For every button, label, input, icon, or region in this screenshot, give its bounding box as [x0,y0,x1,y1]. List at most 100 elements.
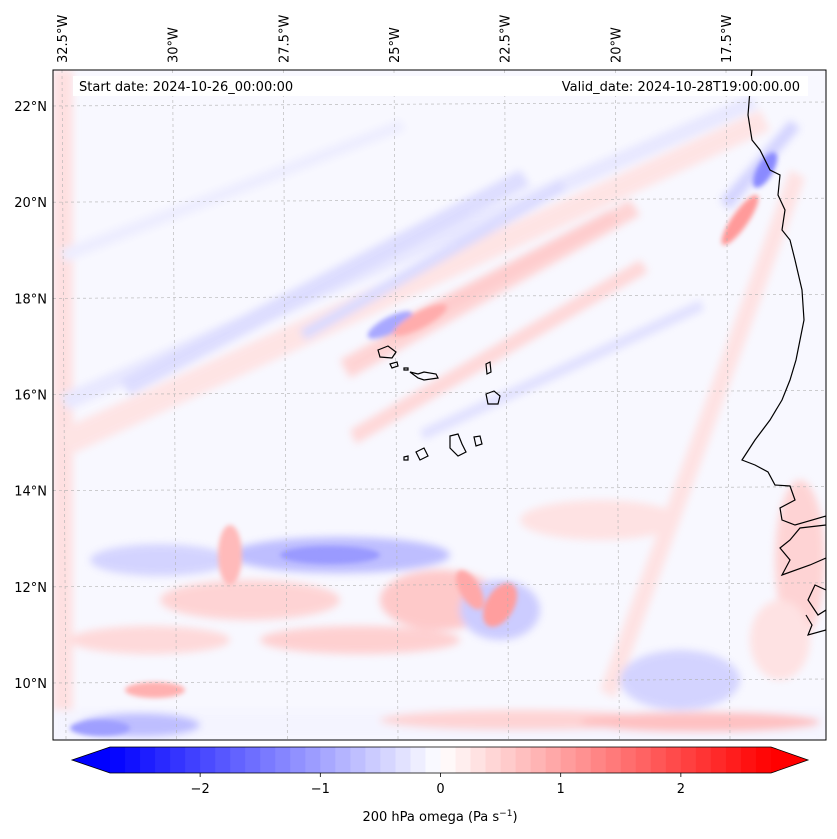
colorbar-cell [530,747,547,773]
start-date-text: Start date: 2024-10-26_00:00:00 [79,80,293,95]
island-sao-vicente [389,361,399,369]
colorbar-tick-label: −1 [311,782,330,797]
colorbar-cell [320,747,336,773]
colorbar-cell [440,747,457,773]
map-frame [52,69,827,741]
colorbar-cell [335,747,351,773]
colorbar-cell [365,747,382,773]
colorbar-cell [260,747,276,773]
parallel-gridline [53,294,826,299]
lon-tick-label: 32.5°W [56,15,71,63]
colorbar-cell [290,747,306,773]
meridian-gridline [172,70,177,740]
lon-tick-label: 25°W [388,27,403,63]
colorbar-cell [740,747,757,773]
latitude-labels: 22°N 20°N 18°N 16°N 14°N 12°N 10°N [14,100,47,692]
colorbar-cell [470,747,487,773]
colorbar-cell [215,747,231,773]
colorbar-cell [545,747,562,773]
lat-tick-label: 12°N [14,581,47,596]
valid-date-text: Valid_date: 2024-10-28T19:00:00.00 [562,80,800,95]
colorbar: −2 −1 0 1 2 200 hPa omega (Pa s−1) [70,746,810,825]
colorbar-extend-min [72,747,110,773]
island-fogo [415,447,429,461]
lat-tick-label: 20°N [14,196,47,211]
colorbar-tick-label: −2 [191,782,210,797]
colorbar-cell [650,747,667,773]
colorbar-cell [155,747,171,773]
colorbar-cell [395,747,412,773]
colorbar-cell [110,747,126,773]
colorbar-label: 200 hPa omega (Pa s−1) [362,809,517,825]
colorbar-cell [500,747,517,773]
colorbar-cell [575,747,592,773]
map-gridlines [53,70,826,740]
meridian-gridline [393,70,399,740]
colorbar-cell [245,747,261,773]
colorbar-cell [635,747,652,773]
parallel-gridline [53,582,826,588]
lon-tick-label: 22.5°W [499,15,514,63]
colorbar-cell [380,747,397,773]
island-brava [403,455,409,461]
colorbar-tick-label: 1 [557,782,565,797]
colorbar-cell [170,747,186,773]
colorbar-cell [305,747,321,773]
colorbar-cell [755,747,772,773]
lat-tick-label: 14°N [14,485,47,500]
island-santo-antao [377,345,397,359]
colorbar-cell [455,747,472,773]
parallel-gridline [53,486,826,491]
colorbar-outline [70,746,810,774]
colorbar-cell [725,747,742,773]
colorbar-extend-max [771,747,808,773]
parallel-gridline [53,678,826,684]
island-maio [473,435,483,447]
lat-tick-label: 22°N [14,100,47,115]
parallel-gridline [53,390,826,395]
meridian-gridline [725,70,731,740]
colorbar-cell [485,747,502,773]
island-boa-vista [485,390,501,405]
lat-tick-label: 18°N [14,292,47,307]
island-santiago [449,433,467,457]
colorbar-cell [185,747,201,773]
island-santa-luzia [403,367,409,371]
colorbar-cell [680,747,697,773]
colorbar-cell [425,747,442,773]
colorbar-cell [125,747,141,773]
meridian-gridline [61,70,67,740]
colorbar-tick-label: 2 [677,782,685,797]
coastline [377,70,826,636]
colorbar-cell [230,747,246,773]
lon-tick-label: 20°W [609,27,624,63]
colorbar-cell [620,747,637,773]
colorbar-cell [410,747,427,773]
lon-tick-label: 30°W [167,27,182,63]
colorbar-cell [605,747,622,773]
colorbar-cell [275,747,291,773]
colorbar-cell [350,747,366,773]
parallel-gridline [53,197,826,203]
meridian-gridline [504,70,509,740]
meridian-gridline [283,70,288,740]
colorbar-cell [695,747,712,773]
meridian-gridline [615,70,620,740]
africa-coastline [741,70,826,636]
colorbar-cell [590,747,607,773]
colorbar-cell [515,747,532,773]
colorbar-cell [140,747,156,773]
island-sal [485,361,492,375]
colorbar-cell [665,747,682,773]
colorbar-tick-label: 0 [436,782,444,797]
colorbar-cell [200,747,216,773]
longitude-labels: 32.5°W 30°W 27.5°W 25°W 22.5°W 20°W 17.5°W [56,15,735,63]
lon-tick-label: 27.5°W [277,15,292,63]
annotation-box [73,76,808,96]
parallel-gridline [53,101,826,107]
lat-tick-label: 16°N [14,389,47,404]
colorbar-cell [710,747,727,773]
lon-tick-label: 17.5°W [720,15,735,63]
island-sao-nicolau [409,371,439,381]
